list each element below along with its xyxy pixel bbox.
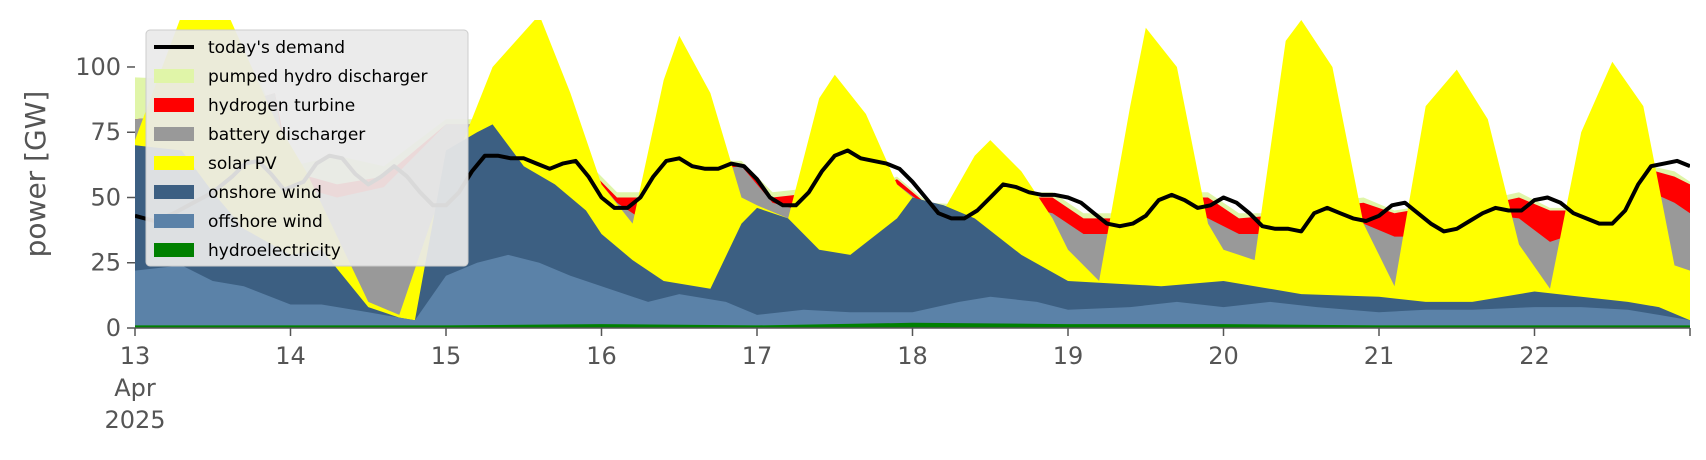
legend-label-pumped-hydro-discharger: pumped hydro discharger: [208, 67, 427, 87]
y-tick-label: 100: [75, 53, 121, 81]
legend-label-today-s-demand: today's demand: [208, 38, 345, 58]
x-tick-label: 2025: [104, 406, 165, 434]
x-tick-label: 22: [1519, 342, 1550, 370]
y-tick-label: 0: [106, 314, 121, 342]
y-tick-label: 50: [90, 183, 121, 211]
x-tick-label: 15: [431, 342, 462, 370]
x-tick-label: Apr: [114, 374, 156, 402]
legend: today's demand pumped hydro discharger hyd…: [145, 29, 469, 267]
y-tick-label: 75: [90, 118, 121, 146]
legend-swatch-onshore-wind: [154, 185, 194, 199]
legend-swatch-hydrogen-turbine: [154, 98, 194, 112]
legend-swatch-offshore-wind: [154, 214, 194, 228]
legend-label-onshore-wind: onshore wind: [208, 183, 322, 203]
legend-label-hydroelectricity: hydroelectricity: [208, 241, 341, 261]
legend-swatch-hydroelectricity: [154, 243, 194, 257]
x-tick-label: 17: [742, 342, 773, 370]
legend-swatch-pumped-hydro-discharger: [154, 69, 194, 83]
area-layers: [135, 20, 1690, 328]
x-tick-label: 13: [120, 342, 151, 370]
axes: 0 25 50 75 100 13 Apr 2025 14 15 16 17 18 19 20 21 22: [75, 53, 1691, 434]
x-tick-label: 20: [1208, 342, 1239, 370]
x-tick-label: 14: [275, 342, 306, 370]
area-hydroelectricity: [135, 322, 1690, 328]
legend-swatch-solar-pv: [154, 156, 194, 170]
legend-swatch-battery-discharger: [154, 127, 194, 141]
y-axis-title: power [GW]: [19, 91, 52, 258]
area-offshore-wind: [135, 254, 1690, 328]
legend-label-hydrogen-turbine: hydrogen turbine: [208, 96, 355, 116]
x-tick-label: 18: [897, 342, 928, 370]
legend-label-offshore-wind: offshore wind: [208, 212, 323, 232]
x-tick-label: 19: [1053, 342, 1084, 370]
legend-label-battery-discharger: battery discharger: [208, 125, 365, 145]
y-tick-label: 25: [90, 249, 121, 277]
legend-frame: [145, 29, 469, 267]
x-tick-label: 21: [1364, 342, 1395, 370]
legend-label-solar-pv: solar PV: [208, 154, 277, 174]
x-tick-label: 16: [586, 342, 617, 370]
